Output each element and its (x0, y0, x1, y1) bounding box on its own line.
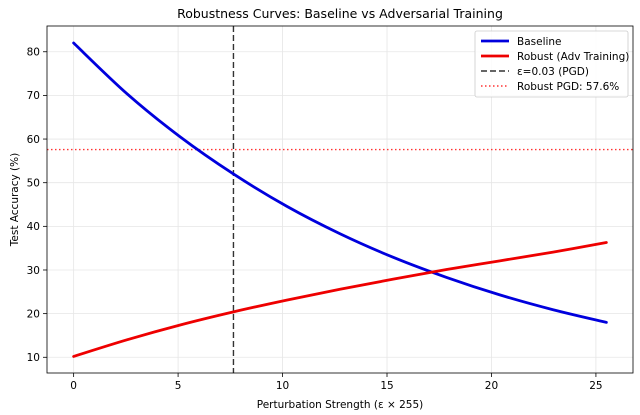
grid (47, 26, 633, 373)
x-axis-label: Perturbation Strength (ε × 255) (257, 399, 424, 411)
x-tick-label: 25 (589, 380, 602, 392)
x-tick-label: 15 (380, 380, 393, 392)
y-tick-label: 70 (27, 90, 40, 102)
legend-label-epsilon-line: ε=0.03 (PGD) (517, 66, 589, 78)
y-tick-label: 30 (27, 265, 40, 277)
legend-label-baseline: Baseline (517, 36, 562, 48)
legend: Baseline Robust (Adv Training) ε=0.03 (P… (474, 30, 629, 98)
chart-title: Robustness Curves: Baseline vs Adversari… (177, 6, 503, 21)
x-tick-label: 0 (70, 380, 77, 392)
y-tick-label: 40 (27, 221, 40, 233)
x-tick-label: 5 (175, 380, 182, 392)
series-line-0 (72, 41, 608, 324)
legend-box (474, 30, 629, 98)
plot-frame (46, 25, 634, 374)
y-tick-label: 50 (27, 177, 40, 189)
reference-lines (47, 26, 633, 373)
axis-ticks: 0 5 10 15 20 25 10 20 30 40 50 60 70 80 (27, 47, 603, 392)
y-tick-label: 80 (27, 47, 40, 59)
legend-label-robust: Robust (Adv Training) (517, 51, 629, 63)
y-tick-label: 60 (27, 134, 40, 146)
series-lines (72, 41, 608, 358)
x-tick-label: 20 (485, 380, 498, 392)
y-axis-label: Test Accuracy (%) (9, 153, 21, 247)
x-tick-label: 10 (276, 380, 289, 392)
y-tick-label: 20 (27, 308, 40, 320)
series-line-1 (72, 241, 608, 358)
legend-label-robust-pgd-line: Robust PGD: 57.6% (517, 81, 619, 93)
y-tick-label: 10 (27, 352, 40, 364)
